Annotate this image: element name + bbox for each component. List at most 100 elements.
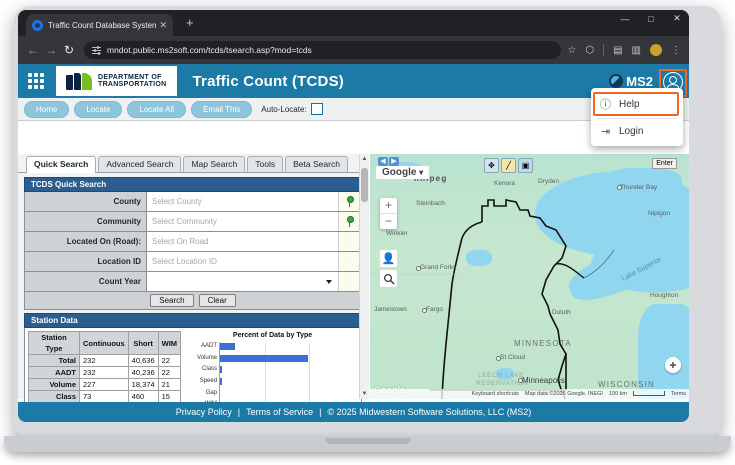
community-pin-cell[interactable] xyxy=(338,212,361,231)
map-label-city: Thunder Bay xyxy=(620,184,658,191)
forward-icon[interactable]: → xyxy=(45,43,57,57)
bookmark-star-icon[interactable]: ☆ xyxy=(567,44,577,56)
chart-gridline xyxy=(309,342,311,402)
location-id-label: Location ID xyxy=(25,252,147,271)
map-pin-icon[interactable] xyxy=(346,196,355,207)
close-window-button[interactable]: ✕ xyxy=(673,13,681,23)
located-on-input[interactable]: Select On Road xyxy=(147,232,338,251)
pan-tool-icon[interactable]: ✥ xyxy=(484,158,499,173)
address-bar[interactable]: mndot.public.ms2soft.com/tcds/tsearch.as… xyxy=(84,41,562,59)
left-pane-scrollbar[interactable]: ▲ ▼ xyxy=(359,154,369,399)
chart-category-label: Gap xyxy=(205,389,218,396)
county-input[interactable]: Select County xyxy=(147,192,338,211)
reload-icon[interactable]: ↻ xyxy=(63,43,75,57)
omnibox-actions: ☆ ⬡ ▤ ▥ ⋮ xyxy=(567,44,683,56)
profile-avatar[interactable] xyxy=(650,44,662,56)
mndot-mark-icon xyxy=(66,72,92,90)
browser-tab[interactable]: Traffic Count Database System | ✕ xyxy=(26,14,173,36)
terms-of-service-link[interactable]: Terms of Service xyxy=(246,407,314,417)
search-panel: Quick Search Advanced Search Map Search … xyxy=(18,154,368,422)
home-button[interactable]: Home xyxy=(24,100,70,118)
site-settings-icon[interactable] xyxy=(92,45,101,55)
menu-divider xyxy=(597,118,677,119)
lake-michigan-water xyxy=(638,304,689,399)
pegman-icon[interactable]: 👤 xyxy=(380,250,397,267)
chart-title: Percent of Data by Type xyxy=(232,332,313,339)
location-id-input[interactable]: Select Location ID xyxy=(147,252,338,271)
google-logo[interactable]: Google ▾ xyxy=(376,166,430,179)
tab-advanced-search[interactable]: Advanced Search xyxy=(98,156,182,172)
city-dot xyxy=(617,185,622,190)
menu-item-help[interactable]: ⓘ Help xyxy=(591,92,683,116)
chevron-down-icon xyxy=(326,279,332,284)
zoom-out-button[interactable]: − xyxy=(384,214,392,228)
table-row: AADT 232 40,236 22 xyxy=(28,366,182,379)
map-label-city: Nipigon xyxy=(648,210,671,217)
map-label-state: WISCONSIN xyxy=(598,380,656,389)
email-this-button[interactable]: Email This xyxy=(191,100,253,118)
locate-button[interactable]: Locate xyxy=(74,100,123,118)
map-label-city: nnipeg xyxy=(414,174,448,183)
tab-favicon xyxy=(32,19,43,31)
tab-map-search[interactable]: Map Search xyxy=(183,156,246,172)
auto-locate-group: Auto-Locate: xyxy=(261,103,323,115)
back-icon[interactable]: ← xyxy=(27,43,39,57)
map-pin-icon[interactable] xyxy=(346,216,355,227)
map-pan-chevrons[interactable]: ◀ ▶ xyxy=(378,157,399,166)
tab-close-icon[interactable]: ✕ xyxy=(159,19,167,30)
find-location-icon[interactable] xyxy=(380,270,397,287)
count-year-select[interactable] xyxy=(147,272,338,291)
apps-grid-icon[interactable] xyxy=(24,69,48,93)
browser-toolbar: ← → ↻ mndot.public.ms2soft.com/tcds/tsea… xyxy=(18,36,689,64)
maximize-button[interactable]: □ xyxy=(648,13,654,24)
tab-beta-search[interactable]: Beta Search xyxy=(285,156,348,172)
page-footer: Privacy Policy | Terms of Service | © 20… xyxy=(18,402,689,422)
tab-tools[interactable]: Tools xyxy=(247,156,284,172)
scroll-up-arrow[interactable]: ▲ xyxy=(361,156,368,162)
chart-gridline xyxy=(264,342,266,402)
scroll-down-arrow[interactable]: ▼ xyxy=(361,391,368,397)
minimize-button[interactable]: — xyxy=(620,13,630,24)
auto-locate-checkbox[interactable] xyxy=(310,103,323,115)
account-dropdown-menu[interactable]: ⓘ Help ⇥ Login xyxy=(591,88,683,146)
keyboard-shortcuts-link[interactable]: Keyboard shortcuts xyxy=(471,391,519,397)
enter-button[interactable]: Enter xyxy=(652,158,677,169)
reading-list-icon[interactable]: ▤ xyxy=(613,44,623,56)
layers-tool-icon[interactable]: ▣ xyxy=(518,158,533,173)
zoom-in-button[interactable]: + xyxy=(384,198,392,212)
page-title: Traffic Count (TCDS) xyxy=(192,72,344,90)
table-row: Class 73 460 15 xyxy=(28,390,182,403)
field-row-located-on: Located On (Road): Select On Road xyxy=(25,232,361,252)
col-wim: WIM xyxy=(157,331,182,355)
table-row: Volume 227 18,374 21 xyxy=(28,378,182,391)
locate-all-button[interactable]: Locate All xyxy=(127,100,187,118)
chart-bar xyxy=(220,343,235,350)
extensions-icon[interactable]: ⬡ xyxy=(585,44,595,56)
browser-menu-icon[interactable]: ⋮ xyxy=(671,44,681,56)
community-input[interactable]: Select Community xyxy=(147,212,338,231)
agency-line-1: DEPARTMENT OF xyxy=(98,74,162,81)
chevron-right-icon: ▶ xyxy=(389,157,399,166)
new-tab-button[interactable]: + xyxy=(186,15,194,30)
search-button[interactable]: Search xyxy=(150,294,194,307)
col-station-type: Station Type xyxy=(28,331,80,355)
map-panel[interactable]: nnipeg Steinbach Winkler Kenora Dryden N… xyxy=(370,154,689,399)
col-continuous: Continuous xyxy=(79,331,129,355)
location-id-end-cell xyxy=(338,252,361,271)
cell-wim: 22 xyxy=(157,366,182,379)
privacy-policy-link[interactable]: Privacy Policy xyxy=(175,407,232,417)
menu-item-login[interactable]: ⇥ Login xyxy=(591,121,683,142)
scrollbar-thumb[interactable] xyxy=(361,168,368,202)
city-dot xyxy=(422,308,427,313)
side-panel-icon[interactable]: ▥ xyxy=(631,44,641,56)
laptop-base-notch xyxy=(324,438,411,444)
measure-tool-icon[interactable]: ╱ xyxy=(501,158,516,173)
tab-title: Traffic Count Database System | xyxy=(48,20,157,30)
tab-quick-search[interactable]: Quick Search xyxy=(26,156,97,173)
zoom-control[interactable]: + − xyxy=(380,198,397,229)
window-controls: — □ ✕ xyxy=(619,13,683,24)
compass-icon[interactable]: ✚ xyxy=(665,357,681,373)
clear-button[interactable]: Clear xyxy=(198,294,236,307)
county-pin-cell[interactable] xyxy=(338,192,361,211)
terms-link[interactable]: Terms xyxy=(671,391,686,397)
